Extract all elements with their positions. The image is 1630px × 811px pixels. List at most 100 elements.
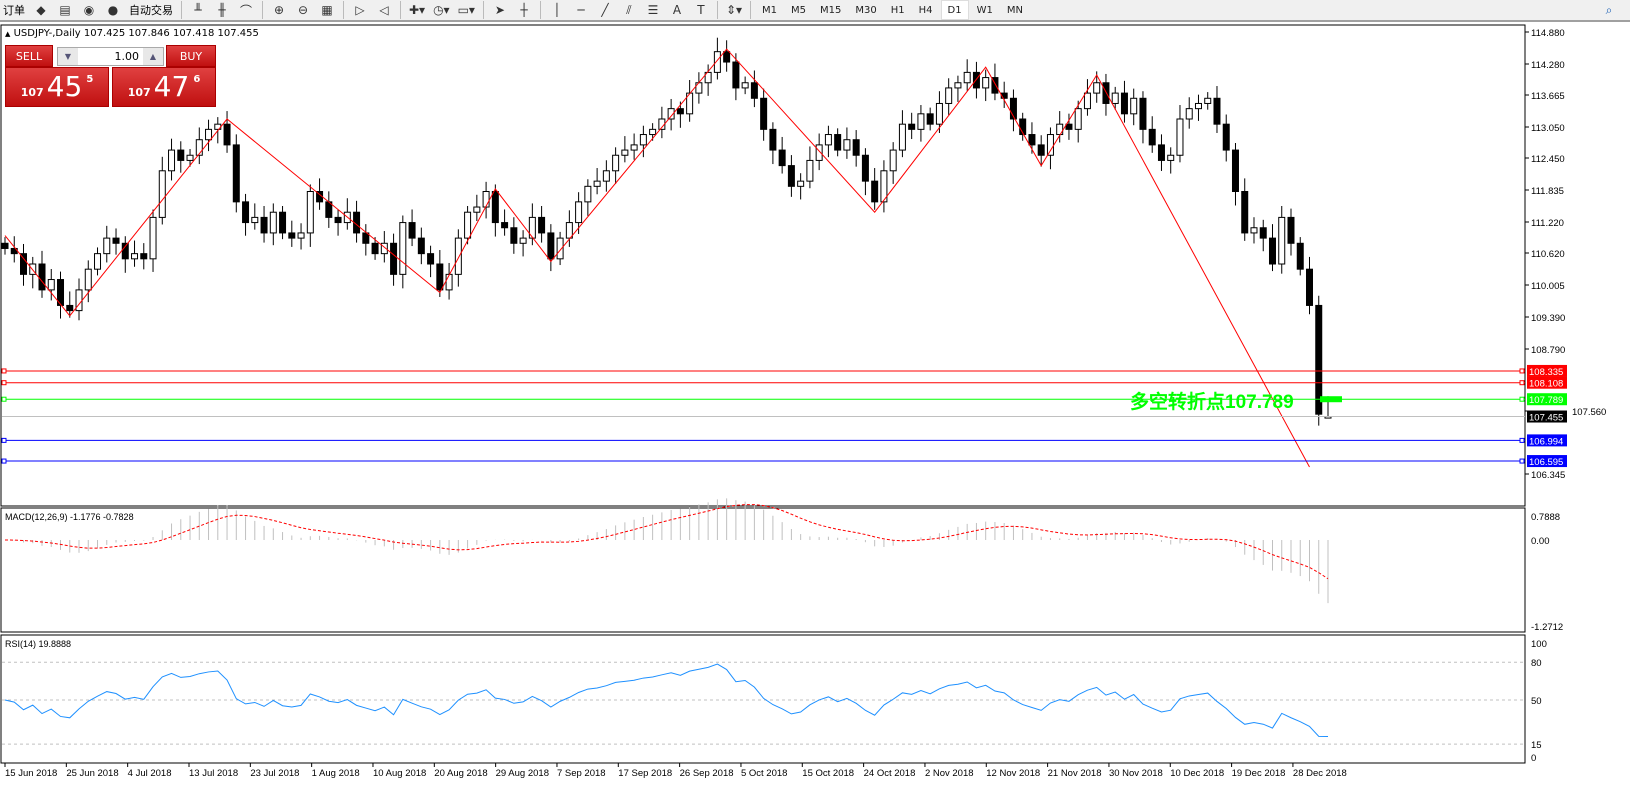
sell-price-button[interactable]: 107 45 5: [5, 67, 109, 107]
candle: [1139, 91, 1147, 144]
lot-size-stepper[interactable]: ▼ 1.00 ▲: [57, 47, 164, 66]
candle: [852, 130, 860, 167]
bar-chart-icon[interactable]: ╨: [194, 3, 202, 17]
candle: [861, 148, 869, 196]
buy-button[interactable]: BUY: [166, 45, 216, 67]
candle-body: [935, 102, 943, 125]
candle-body: [1167, 154, 1175, 161]
candle-chart-icon[interactable]: ╫: [218, 3, 226, 17]
candle-body: [1102, 82, 1110, 104]
timeframe-d1[interactable]: D1: [940, 0, 969, 20]
text-label-icon[interactable]: T: [697, 3, 705, 17]
candle: [639, 125, 647, 158]
candle-body: [482, 191, 490, 208]
candle-body: [195, 139, 203, 156]
candle-body: [889, 149, 897, 172]
level-price-label: 106.595: [1529, 457, 1563, 468]
collapse-icon[interactable]: ▲: [5, 30, 11, 38]
autotrading-label[interactable]: 自动交易: [129, 4, 173, 17]
chart-shift-icon[interactable]: ◁: [379, 3, 389, 17]
candle-body: [723, 51, 731, 63]
candle: [797, 173, 805, 200]
candle: [1, 237, 9, 255]
candle: [713, 37, 721, 80]
candle: [593, 168, 601, 195]
candle: [482, 181, 490, 219]
new-order-label[interactable]: 订单: [3, 4, 25, 17]
x-tick-label: 24 Oct 2018: [864, 768, 916, 779]
y-tick-label: 112.450: [1531, 154, 1565, 165]
candle-body: [639, 134, 647, 146]
candle: [501, 209, 509, 236]
one-click-trading-panel: SELL ▼ 1.00 ▲ BUY 107 45 5 107 47 6: [5, 45, 216, 107]
candle-body: [473, 206, 481, 213]
text-icon[interactable]: A: [672, 3, 682, 17]
timeframe-h1[interactable]: H1: [890, 4, 905, 16]
cursor-icon[interactable]: ➤: [494, 3, 505, 17]
candle: [584, 179, 592, 216]
candle-body: [750, 82, 758, 99]
templates-icon[interactable]: ▭▾: [457, 3, 475, 17]
terminal-icon[interactable]: ▤: [59, 3, 71, 17]
candle-body: [1213, 97, 1221, 125]
equidistant-channel-icon[interactable]: ⫽: [626, 2, 632, 17]
zoom-out-icon[interactable]: ⊖: [297, 3, 309, 17]
line-chart-icon[interactable]: ⌒: [239, 3, 252, 18]
candle: [1250, 217, 1258, 244]
autoscroll-icon[interactable]: ▷: [355, 3, 365, 17]
candle: [112, 228, 120, 255]
signals-icon[interactable]: ◉: [83, 3, 95, 17]
candle: [47, 269, 55, 301]
candle-body: [94, 253, 102, 270]
sell-button[interactable]: SELL: [5, 45, 53, 67]
timeframe-m1[interactable]: M1: [762, 4, 778, 16]
macd-tick-label: -1.2712: [1531, 622, 1563, 633]
level-handle-left: [1, 396, 7, 402]
candle-body: [390, 242, 398, 275]
vertical-line-icon[interactable]: │: [553, 3, 561, 17]
arrows-icon[interactable]: ⇕▾: [725, 3, 743, 17]
history-icon[interactable]: ◆: [36, 3, 46, 17]
horizontal-line-icon[interactable]: ─: [577, 3, 585, 17]
trendline-icon[interactable]: ╱: [601, 3, 609, 17]
candle: [1148, 116, 1156, 153]
timeframe-m5[interactable]: M5: [791, 4, 807, 16]
candle: [1305, 256, 1313, 315]
zoom-in-icon[interactable]: ⊕: [273, 3, 285, 17]
candle: [353, 200, 361, 243]
autotrading-icon[interactable]: ●: [107, 3, 119, 17]
crosshair-icon[interactable]: ┼: [520, 3, 528, 17]
fibonacci-icon[interactable]: ☰: [647, 3, 659, 17]
tile-windows-icon[interactable]: ▦: [321, 3, 333, 17]
x-tick-label: 7 Sep 2018: [557, 768, 606, 779]
candle-body: [871, 180, 879, 203]
rsi-tick-label: 0: [1531, 753, 1536, 764]
timeframe-m15[interactable]: M15: [820, 4, 842, 16]
candle-body: [454, 237, 462, 275]
timeframe-m30[interactable]: M30: [855, 4, 877, 16]
candle-body: [547, 232, 555, 260]
candle-body: [177, 149, 185, 161]
candle: [1241, 178, 1249, 241]
candle: [871, 168, 879, 210]
periods-icon[interactable]: ◷▾: [433, 3, 450, 17]
lot-decrease-icon[interactable]: ▼: [58, 48, 78, 65]
candle-body: [103, 237, 111, 255]
search-icon[interactable]: ⌕: [1605, 2, 1613, 17]
buy-price-button[interactable]: 107 47 6: [112, 67, 216, 107]
candle: [1074, 100, 1082, 143]
candle-body: [602, 170, 610, 182]
candle: [242, 193, 250, 236]
indicators-icon[interactable]: ✚▾: [409, 3, 426, 17]
timeframe-w1[interactable]: W1: [976, 4, 993, 16]
candle: [991, 63, 999, 101]
y-tick-label: 110.005: [1531, 281, 1565, 292]
lot-size-input[interactable]: 1.00: [114, 50, 140, 63]
candle-body: [1305, 268, 1313, 306]
lot-increase-icon[interactable]: ▲: [143, 48, 163, 65]
level-handle-right: [1519, 368, 1525, 374]
timeframe-mn[interactable]: MN: [1006, 4, 1023, 16]
timeframe-h4[interactable]: H4: [918, 4, 933, 16]
macd-label: MACD(12,26,9) -1.1776 -0.7828: [5, 512, 134, 522]
